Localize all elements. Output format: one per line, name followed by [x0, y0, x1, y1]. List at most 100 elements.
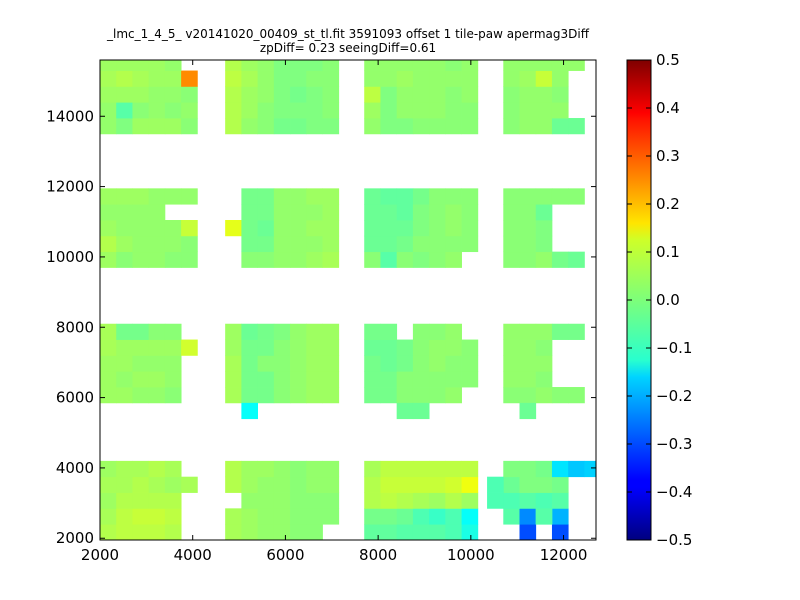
heatmap-cell [148, 371, 166, 388]
heatmap-cell [364, 476, 381, 493]
heatmap-cell [100, 492, 117, 509]
colorbar-tick-label: −0.1 [656, 339, 692, 357]
heatmap-cell [503, 118, 520, 135]
heatmap-cell [100, 60, 117, 71]
heatmap-cell [445, 118, 462, 135]
heatmap-cell [132, 188, 150, 205]
heatmap-cell [164, 460, 182, 478]
heatmap-cell [116, 355, 133, 372]
heatmap-cell [290, 70, 307, 87]
heatmap-cell [503, 339, 520, 356]
heatmap-cell [132, 492, 150, 509]
heatmap-cell [445, 220, 462, 237]
heatmap-cell [519, 460, 537, 478]
heatmap-cell [364, 251, 381, 268]
colorbar-tick-label: −0.3 [656, 435, 692, 453]
heatmap-cell [364, 220, 381, 237]
heatmap-cell [306, 86, 323, 103]
heatmap-cell [116, 118, 133, 135]
heatmap-cell [364, 371, 381, 388]
heatmap-cell [273, 102, 291, 119]
heatmap-cell [290, 323, 307, 340]
heatmap-cell [519, 508, 537, 525]
heatmap-cell [100, 188, 117, 205]
heatmap-cell [290, 204, 307, 221]
heatmap-cell [100, 339, 117, 356]
heatmap-cell [535, 355, 553, 372]
heatmap-cell [148, 492, 166, 509]
heatmap-cell [380, 102, 398, 119]
heatmap-cell [429, 323, 446, 340]
heatmap-cell [257, 387, 275, 404]
heatmap-cell [364, 70, 381, 87]
heatmap-cell [412, 339, 430, 356]
heatmap-cell [181, 86, 198, 103]
heatmap-cell [322, 323, 340, 340]
heatmap-cell [503, 251, 520, 268]
heatmap-cell [429, 476, 446, 493]
heatmap-cell [461, 476, 479, 493]
colorbar-tick-label: 0.5 [656, 51, 680, 69]
x-tick-label: 10000 [447, 546, 495, 564]
heatmap-cell [148, 204, 166, 221]
heatmap-cell [412, 102, 430, 119]
heatmap-cell [132, 102, 150, 119]
heatmap-cell [429, 387, 446, 404]
heatmap-cell [290, 251, 307, 268]
heatmap-cell [461, 220, 479, 237]
heatmap-cell [551, 86, 569, 103]
heatmap-cell [306, 476, 323, 493]
heatmap-cell [535, 102, 553, 119]
heatmap-cell [257, 476, 275, 493]
heatmap-cell [257, 460, 275, 478]
heatmap-cell [241, 476, 258, 493]
heatmap-cell [519, 235, 537, 253]
heatmap-cell [116, 492, 133, 509]
heatmap-cell [519, 70, 537, 87]
heatmap-cell [584, 460, 596, 478]
heatmap-cell [568, 188, 585, 205]
heatmap-cell [535, 460, 553, 478]
heatmap-cell [535, 188, 553, 205]
heatmap-cell [322, 60, 340, 71]
heatmap-cell [322, 508, 340, 525]
heatmap-cell [322, 371, 340, 388]
heatmap-cell [273, 339, 291, 356]
heatmap-cell [100, 86, 117, 103]
heatmap-cell [306, 524, 323, 540]
heatmap-cell [503, 188, 520, 205]
heatmap-cell [396, 508, 414, 525]
heatmap-cell [503, 220, 520, 237]
heatmap-cell [273, 251, 291, 268]
colorbar-tick-label: −0.2 [656, 387, 692, 405]
heatmap-cell [116, 460, 133, 478]
heatmap-cell [551, 323, 569, 340]
heatmap-cell [164, 251, 182, 268]
heatmap-cell [257, 70, 275, 87]
heatmap-cell [164, 339, 182, 356]
heatmap-cell [290, 220, 307, 237]
heatmap-cell [551, 476, 569, 493]
heatmap-cell [322, 339, 340, 356]
heatmap-cell [225, 60, 242, 71]
heatmap-cell [116, 188, 133, 205]
heatmap-cell [257, 86, 275, 103]
heatmap-cell [519, 323, 537, 340]
heatmap-cell [241, 492, 258, 509]
heatmap-cell [445, 371, 462, 388]
heatmap-cell [257, 371, 275, 388]
heatmap-cell [364, 492, 381, 509]
heatmap-cell [461, 371, 479, 388]
heatmap-cell [380, 235, 398, 253]
heatmap-cell [396, 220, 414, 237]
heatmap-cell [412, 508, 430, 525]
heatmap-cell [164, 323, 182, 340]
heatmap-cell [380, 339, 398, 356]
heatmap-cell [225, 118, 242, 135]
heatmap-cell [364, 86, 381, 103]
heatmap-cell [445, 355, 462, 372]
heatmap-cell [429, 86, 446, 103]
heatmap-cell [241, 235, 258, 253]
heatmap-cell [306, 102, 323, 119]
heatmap-cell [306, 339, 323, 356]
